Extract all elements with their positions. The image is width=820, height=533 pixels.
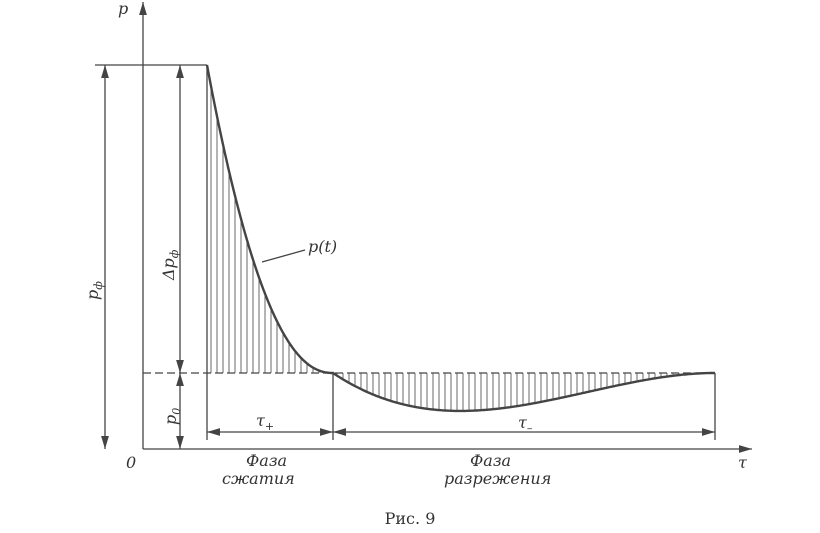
p0-label: p0	[161, 408, 183, 425]
curve	[205, 64, 715, 413]
delta-p-label: Δpф	[159, 249, 181, 281]
origin-label: 0	[126, 453, 136, 472]
caption: Рис. 9	[385, 509, 436, 528]
curve-label: p(t)	[308, 237, 337, 256]
phase-label: разрежения	[444, 469, 551, 488]
drawing	[95, 2, 752, 453]
leader	[261, 249, 306, 263]
p-phi-label: pф	[83, 281, 105, 300]
y-axis-label: p	[118, 0, 128, 18]
x-axis-label: τ	[738, 453, 748, 472]
phase-label: Фаза	[246, 451, 287, 470]
tau-minus-label: τ–	[518, 413, 533, 435]
tau-plus-label: τ+	[256, 411, 274, 433]
phase-label: Фаза	[470, 451, 511, 470]
phase-label: сжатия	[222, 469, 295, 488]
